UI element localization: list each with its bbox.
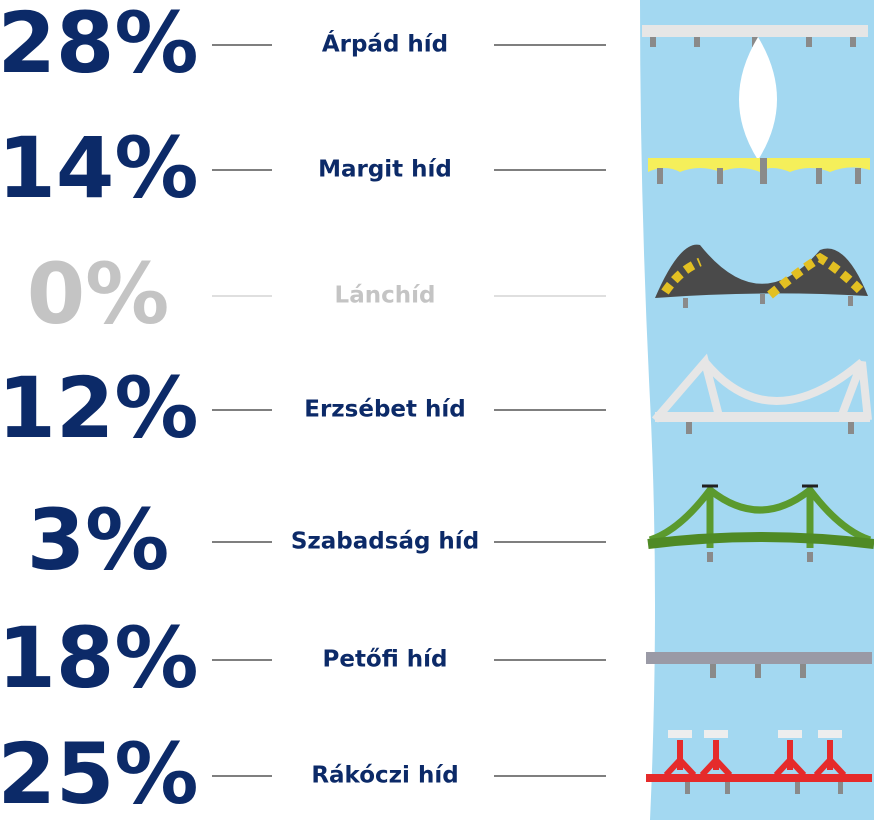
bridge-name: Rákóczi híd <box>311 763 458 789</box>
bridge-name: Árpád híd <box>322 30 448 58</box>
percentage: 18% <box>0 609 199 707</box>
percentage: 14% <box>0 119 199 217</box>
bridge-name: Lánchíd <box>335 283 436 309</box>
percentage: 12% <box>0 359 199 457</box>
bridge-name: Petőfi híd <box>322 647 447 673</box>
river-illustration <box>640 0 874 820</box>
percentage: 3% <box>27 491 170 589</box>
bridge-name: Szabadság híd <box>291 529 479 555</box>
bridge-name: Margit híd <box>318 157 452 183</box>
percentage: 25% <box>0 725 199 820</box>
percentage: 28% <box>0 0 199 92</box>
percentage: 0% <box>27 245 170 343</box>
bridge-name: Erzsébet híd <box>304 397 466 423</box>
